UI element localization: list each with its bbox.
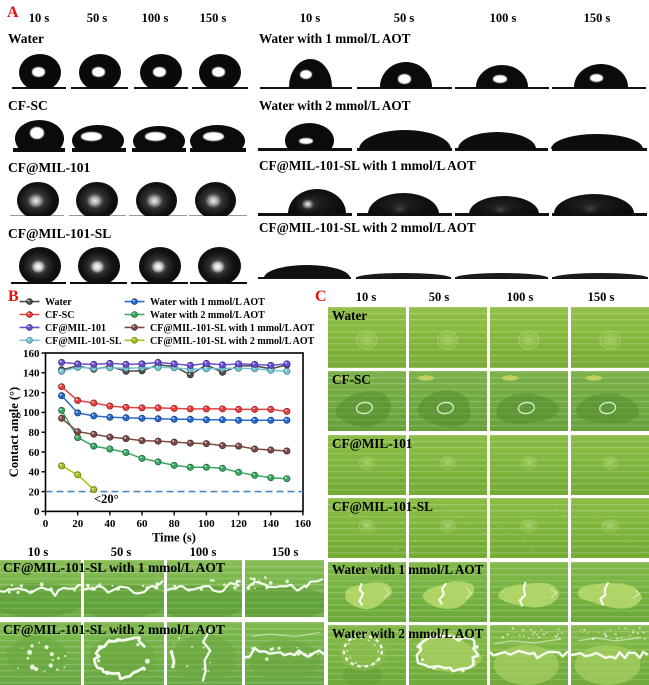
svg-text:CF@MIL-101-SL: CF@MIL-101-SL	[45, 336, 122, 347]
svg-text:CF-SC: CF-SC	[45, 310, 74, 321]
svg-text:140: 140	[23, 368, 40, 380]
svg-text:CF@MIL-101-SL with 1 mmol/L AO: CF@MIL-101-SL with 1 mmol/L AOT	[150, 323, 315, 334]
svg-text:<20°: <20°	[94, 492, 119, 506]
svg-text:100: 100	[198, 518, 215, 530]
svg-text:60: 60	[29, 447, 41, 459]
svg-text:0: 0	[43, 518, 49, 530]
svg-text:160: 160	[23, 348, 40, 360]
svg-text:120: 120	[230, 518, 247, 530]
svg-text:60: 60	[137, 518, 149, 530]
svg-text:Contact angle (°): Contact angle (°)	[7, 387, 21, 477]
svg-text:CF@MIL-101: CF@MIL-101	[45, 323, 106, 334]
svg-text:100: 100	[23, 407, 40, 419]
svg-text:20: 20	[29, 486, 41, 498]
svg-text:CF@MIL-101-SL with 2 mmol/L AO: CF@MIL-101-SL with 2 mmol/L AOT	[150, 336, 315, 347]
svg-text:80: 80	[169, 518, 181, 530]
svg-text:80: 80	[29, 427, 41, 439]
svg-text:120: 120	[23, 387, 40, 399]
svg-text:160: 160	[295, 518, 312, 530]
svg-text:0: 0	[34, 506, 40, 518]
svg-text:140: 140	[263, 518, 280, 530]
svg-text:Time (s): Time (s)	[152, 530, 196, 544]
svg-text:40: 40	[29, 467, 41, 479]
svg-text:Water with 2 mmol/L AOT: Water with 2 mmol/L AOT	[150, 310, 265, 321]
svg-text:Water: Water	[45, 297, 72, 308]
svg-text:20: 20	[72, 518, 84, 530]
svg-text:40: 40	[104, 518, 116, 530]
svg-text:Water with 1 mmol/L AOT: Water with 1 mmol/L AOT	[150, 297, 265, 308]
